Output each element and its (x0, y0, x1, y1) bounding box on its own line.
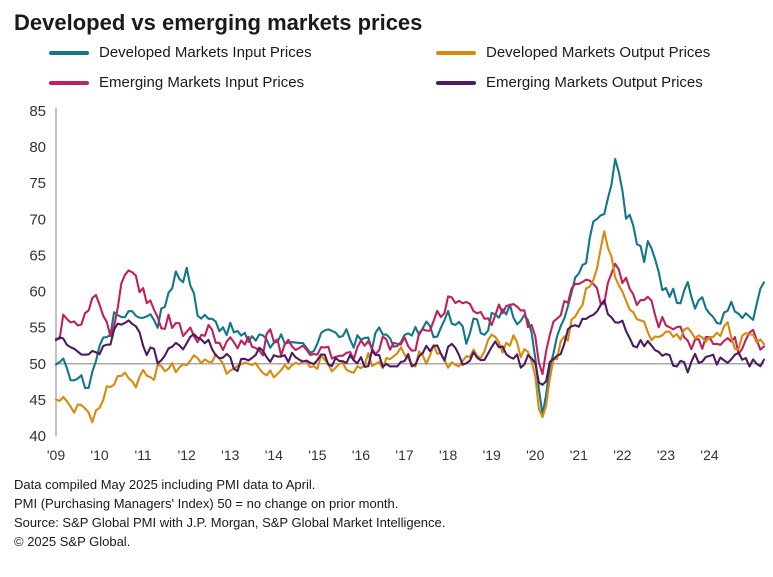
svg-text:'19: '19 (483, 447, 501, 463)
svg-text:'15: '15 (308, 447, 326, 463)
svg-text:'16: '16 (352, 447, 370, 463)
svg-text:70: 70 (29, 211, 46, 228)
svg-text:'12: '12 (178, 447, 196, 463)
svg-text:'10: '10 (90, 447, 108, 463)
svg-text:55: 55 (29, 320, 46, 337)
svg-text:50: 50 (29, 356, 46, 373)
svg-text:'09: '09 (47, 447, 65, 463)
svg-text:75: 75 (29, 175, 46, 192)
svg-text:'24: '24 (700, 447, 718, 463)
svg-text:'11: '11 (135, 447, 152, 463)
svg-text:'23: '23 (657, 447, 675, 463)
svg-text:'13: '13 (221, 447, 239, 463)
svg-text:80: 80 (29, 139, 46, 156)
svg-text:'17: '17 (395, 447, 413, 463)
svg-text:40: 40 (29, 428, 46, 445)
svg-text:'14: '14 (265, 447, 283, 463)
svg-text:65: 65 (29, 247, 46, 264)
svg-text:45: 45 (29, 392, 46, 409)
svg-text:'21: '21 (570, 447, 588, 463)
svg-text:'20: '20 (526, 447, 544, 463)
svg-text:60: 60 (29, 284, 46, 301)
svg-text:85: 85 (29, 103, 46, 120)
svg-text:'18: '18 (439, 447, 457, 463)
svg-text:'22: '22 (613, 447, 631, 463)
